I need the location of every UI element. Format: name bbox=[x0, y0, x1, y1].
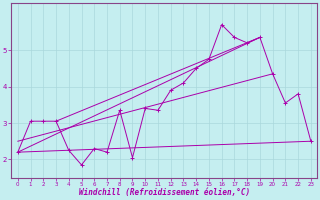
X-axis label: Windchill (Refroidissement éolien,°C): Windchill (Refroidissement éolien,°C) bbox=[79, 188, 250, 197]
